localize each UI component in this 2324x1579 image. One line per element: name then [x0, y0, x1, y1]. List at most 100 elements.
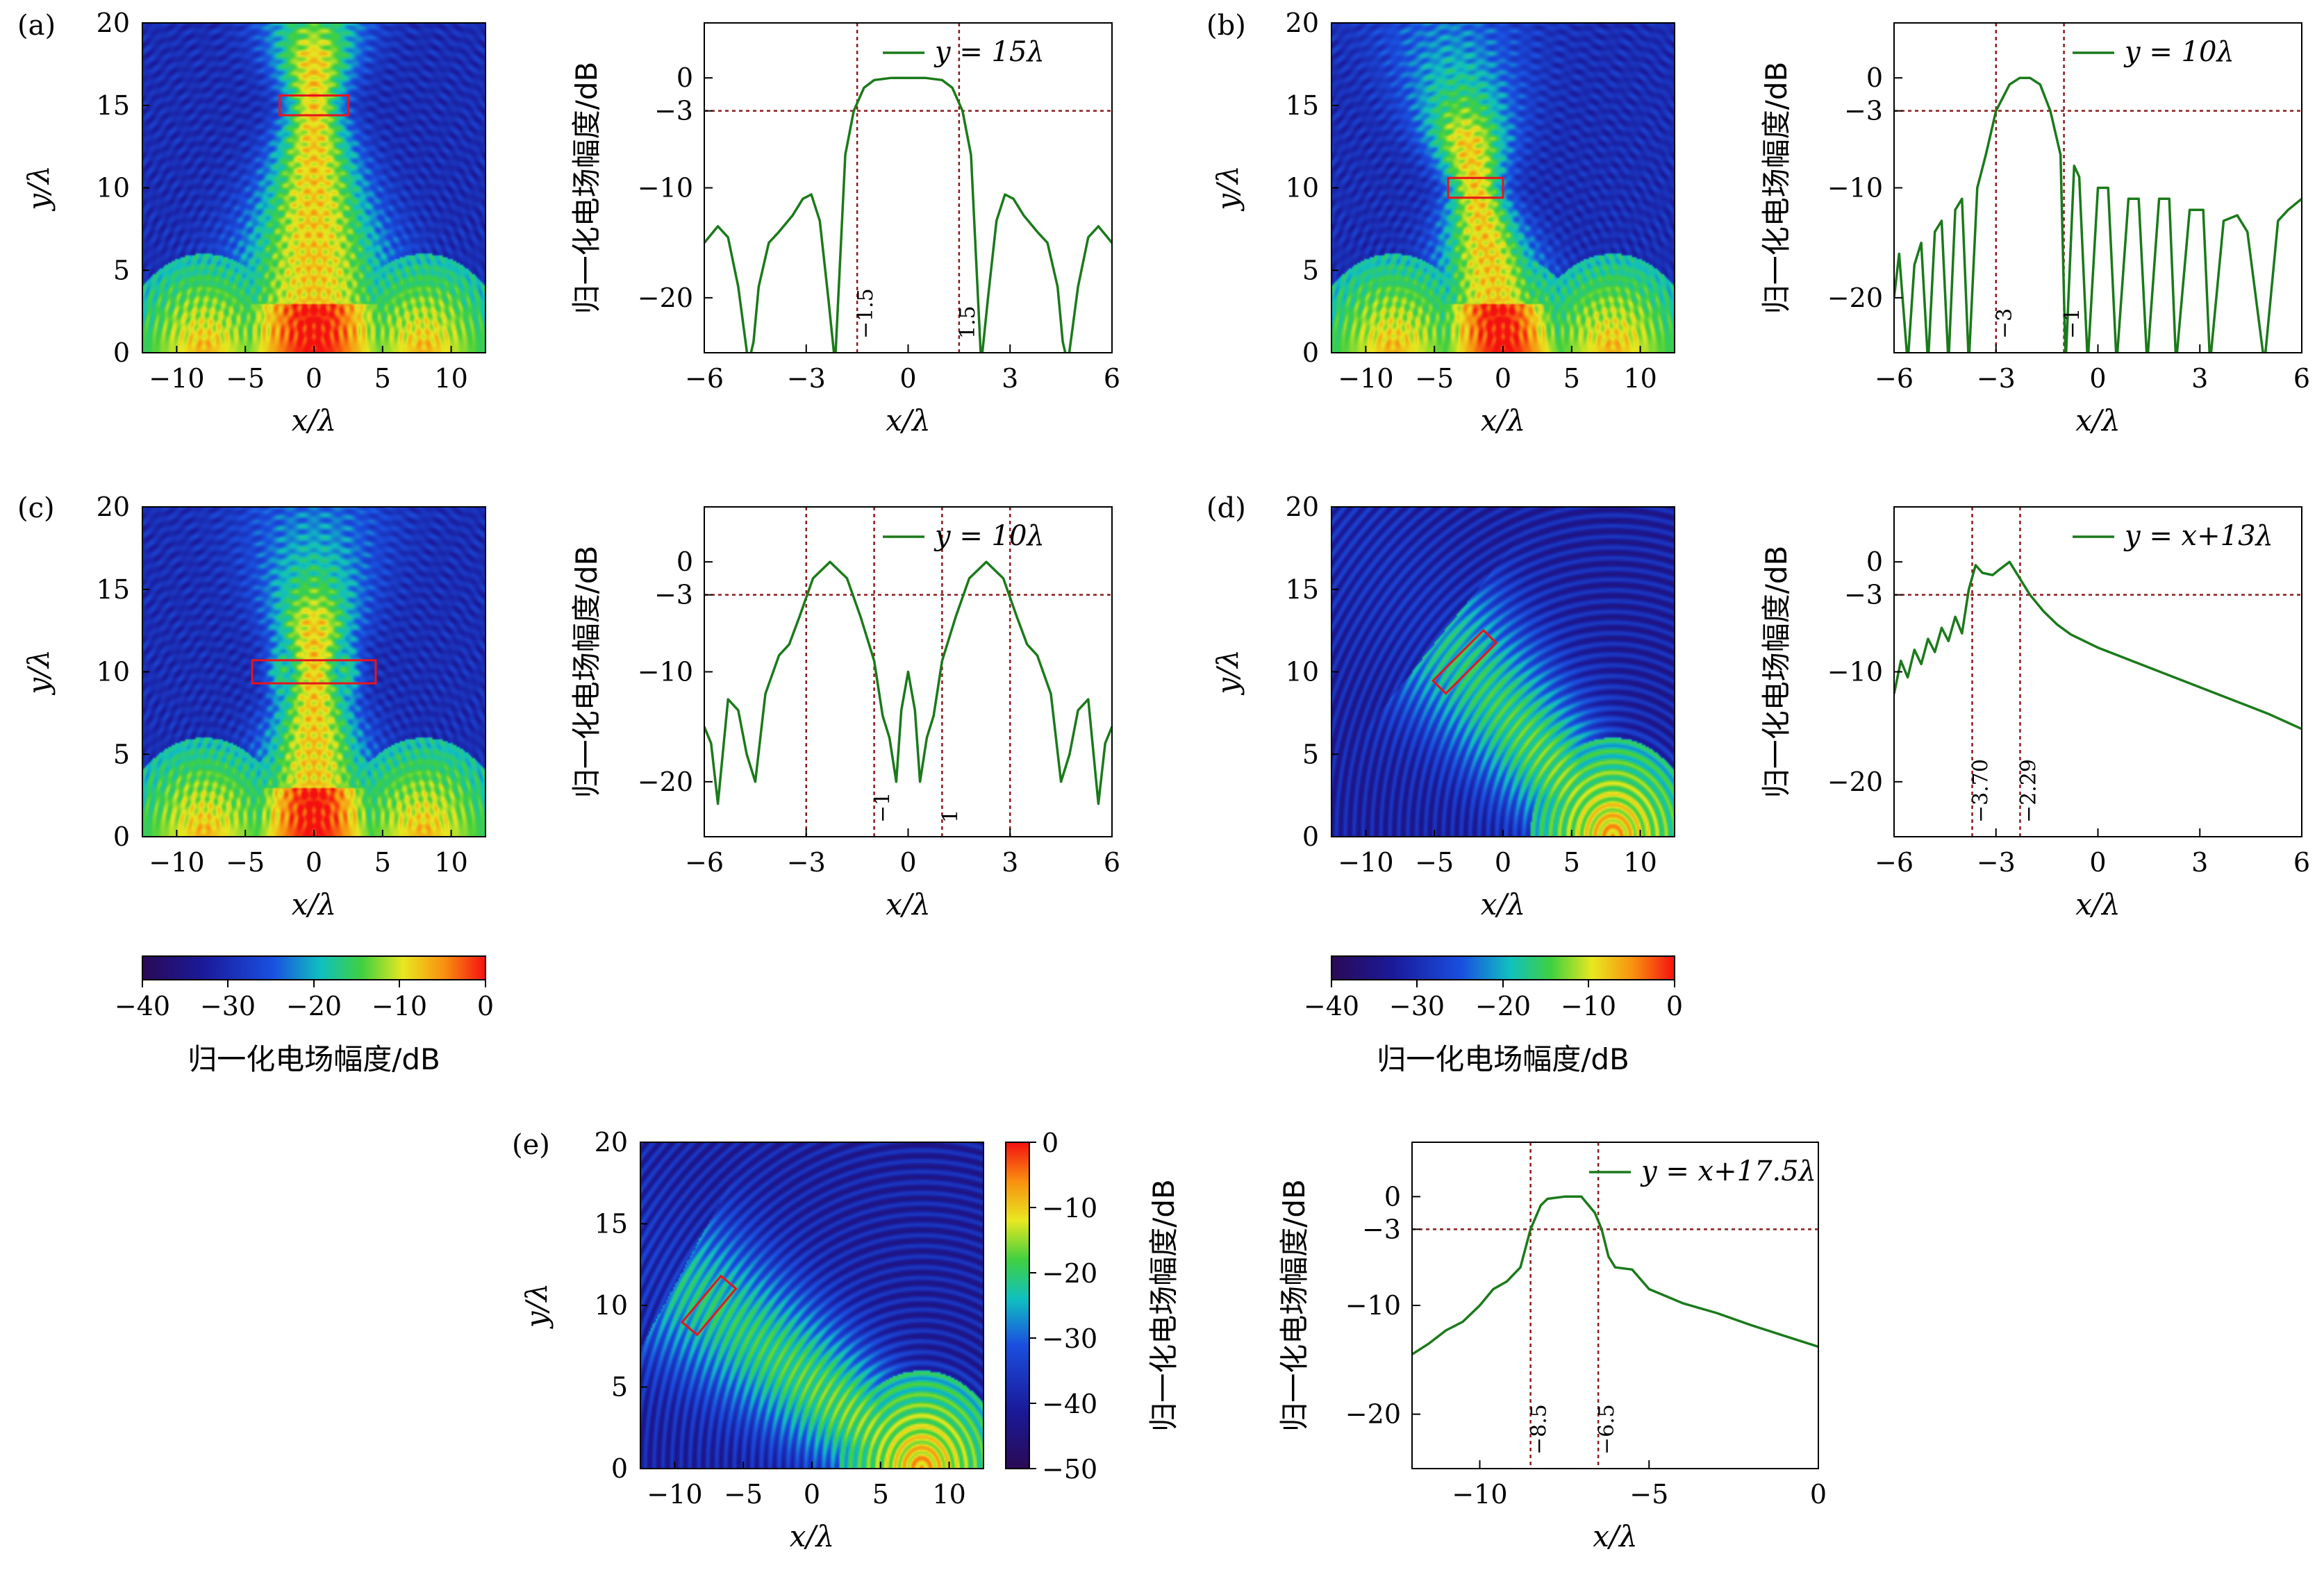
vline-annotation-1: −1: [871, 792, 895, 823]
legend-label: y = 15λ: [933, 36, 1045, 68]
y-tick-label-2: −10: [638, 657, 693, 687]
y-tick-label-3: −20: [1827, 767, 1883, 797]
vline-annotation-1: −2.29: [2016, 759, 2041, 823]
y-tick-label-0: 0: [1302, 337, 1319, 368]
colorbar-e-ticks: 0 −10 −20 −30 −40 −50: [1029, 1128, 1097, 1485]
heatmap-field: [640, 1142, 983, 1469]
colorbar-left-tick-0: −40: [115, 991, 170, 1021]
colorbar-right-tick-4: 0: [1666, 991, 1683, 1021]
x-tick-label-1: −5: [226, 847, 265, 878]
x-tick-label-4: 10: [1623, 363, 1657, 394]
x-tick-label-2: 0: [306, 847, 322, 878]
heatmap-panel-a: −10 −5 0 5 10 0 5 10 15 20 x/λ y/λ (a): [17, 8, 486, 437]
x-tick-label-4: 10: [932, 1479, 965, 1510]
x-tick-label-4: 6: [2293, 847, 2310, 878]
y-tick-label-2: 10: [1286, 657, 1319, 687]
colorbar-e: 0 −10 −20 −30 −40 −50 归一化电场幅度/dB: [1005, 1128, 1181, 1485]
y-axis-label: 归一化电场幅度/dB: [570, 546, 604, 799]
y-tick-label-2: −10: [1827, 173, 1883, 203]
heatmap-panel-b: −10 −5 0 5 10 0 5 10 15 20 x/λ y/λ (b): [1206, 8, 1675, 437]
x-tick-label-3: 5: [1563, 847, 1580, 878]
legend-label: y = 10λ: [933, 520, 1045, 552]
x-tick-label-0: −6: [685, 363, 724, 394]
x-axis-label: x/λ: [292, 887, 336, 921]
focus-highlight-box: [680, 1274, 738, 1337]
colorbar-e-tick-2: −20: [1042, 1258, 1097, 1289]
x-tick-label-1: −5: [226, 363, 265, 394]
y-tick-label-3: −20: [1827, 283, 1883, 313]
colorbar-left-tick-2: −20: [286, 991, 342, 1021]
heatmap-panel-c: −10 −5 0 5 10 0 5 10 15 20 x/λ y/λ (c): [17, 492, 486, 921]
x-tick-label-1: −3: [1977, 847, 2016, 878]
panel-label: (d): [1206, 492, 1246, 524]
heatmap-panel-e: −10 −5 0 5 10 0 5 10 15 20 x/λ y/λ (e): [512, 1127, 984, 1553]
y-tick-label-2: 10: [595, 1290, 628, 1321]
x-tick-label-0: −10: [149, 847, 204, 878]
vline-annotation-2: 1: [938, 810, 963, 823]
x-tick-label-1: −5: [1415, 363, 1454, 394]
x-axis-label: x/λ: [790, 1519, 834, 1553]
colorbar-right-tick-1: −30: [1389, 991, 1445, 1021]
focus-highlight-box: [251, 659, 377, 685]
x-axis-label: x/λ: [2075, 403, 2120, 437]
y-tick-label-3: 15: [1286, 574, 1319, 605]
x-tick-label-3: 3: [1002, 363, 1018, 394]
x-tick-label-4: 10: [434, 363, 467, 394]
series-line-0: [1894, 76, 2302, 353]
colorbar-right-ticks: −40 −30 −20 −10 0: [1304, 980, 1683, 1021]
y-tick-label-3: −20: [1345, 1399, 1401, 1430]
vline-annotation-0: −1.5: [854, 288, 878, 339]
y-tick-label-2: 10: [97, 657, 130, 687]
y-tick-label-3: 15: [97, 574, 130, 605]
x-tick-label-0: −10: [1452, 1479, 1507, 1510]
x-tick-label-1: −3: [787, 847, 826, 878]
y-axis-label: y/λ: [1211, 649, 1245, 696]
y-tick-label-0: 0: [113, 821, 130, 852]
x-tick-label-2: 0: [1495, 363, 1511, 394]
x-tick-label-2: 0: [306, 363, 322, 394]
y-tick-label-1: 5: [1302, 255, 1319, 285]
x-tick-label-0: −10: [1338, 847, 1393, 878]
vline-annotation-0: −3: [1993, 308, 2017, 339]
y-tick-label-2: −10: [1827, 657, 1883, 687]
colorbar-e-tick-3: −30: [1042, 1323, 1097, 1354]
x-tick-label-3: 5: [374, 847, 391, 878]
colorbar-right: −40 −30 −20 −10 0 归一化电场幅度/dB: [1304, 955, 1683, 1076]
colorbar-right-tick-0: −40: [1304, 991, 1359, 1021]
colorbar-left: −40 −30 −20 −10 0 归一化电场幅度/dB: [115, 955, 494, 1076]
y-axis-label: y/λ: [1211, 165, 1245, 212]
x-tick-label-2: 0: [2089, 847, 2106, 878]
colorbar-right-tick-2: −20: [1475, 991, 1531, 1021]
y-tick-label-3: 15: [1286, 90, 1319, 121]
colorbar-right-label: 归一化电场幅度/dB: [1377, 1042, 1629, 1076]
x-tick-label-1: −3: [1977, 363, 2016, 394]
y-tick-label-0: 0: [677, 62, 693, 93]
heatmap-field: [142, 23, 485, 353]
y-tick-label-4: 20: [97, 492, 130, 522]
y-tick-label-4: 20: [97, 8, 130, 38]
y-tick-label-0: 0: [611, 1453, 628, 1484]
y-tick-label-1: 5: [611, 1372, 628, 1403]
vline-annotation-1: 1.5: [956, 306, 980, 339]
x-tick-label-2: 0: [899, 363, 916, 394]
x-tick-label-1: −3: [787, 363, 826, 394]
x-tick-label-2: 0: [2089, 363, 2106, 394]
focus-highlight-box: [279, 94, 349, 117]
x-tick-label-3: 3: [2191, 363, 2208, 394]
x-tick-label-2: 0: [804, 1479, 820, 1510]
y-tick-label-0: 0: [1384, 1181, 1401, 1212]
y-tick-label-1: −3: [654, 96, 693, 126]
panel-label: (b): [1206, 10, 1246, 42]
x-axis-label: x/λ: [1481, 403, 1525, 437]
vline-annotation-1: −1: [2061, 308, 2085, 339]
y-axis-label: y/λ: [22, 165, 56, 212]
y-axis-label: 归一化电场幅度/dB: [1759, 62, 1793, 315]
y-tick-label-2: 10: [1286, 173, 1319, 203]
y-axis-label: y/λ: [22, 649, 56, 696]
y-tick-label-2: −10: [1345, 1290, 1401, 1321]
y-tick-label-1: 5: [113, 739, 130, 769]
x-tick-label-3: 3: [2191, 847, 2208, 878]
y-tick-label-2: 10: [97, 173, 130, 203]
vline-annotation-1: −6.5: [1595, 1404, 1619, 1455]
line-plot-panel-d: −6 −3 0 3 60−3−10−20 −3.70 −2.29y = x+13λx/λ归一…: [1759, 506, 2310, 921]
